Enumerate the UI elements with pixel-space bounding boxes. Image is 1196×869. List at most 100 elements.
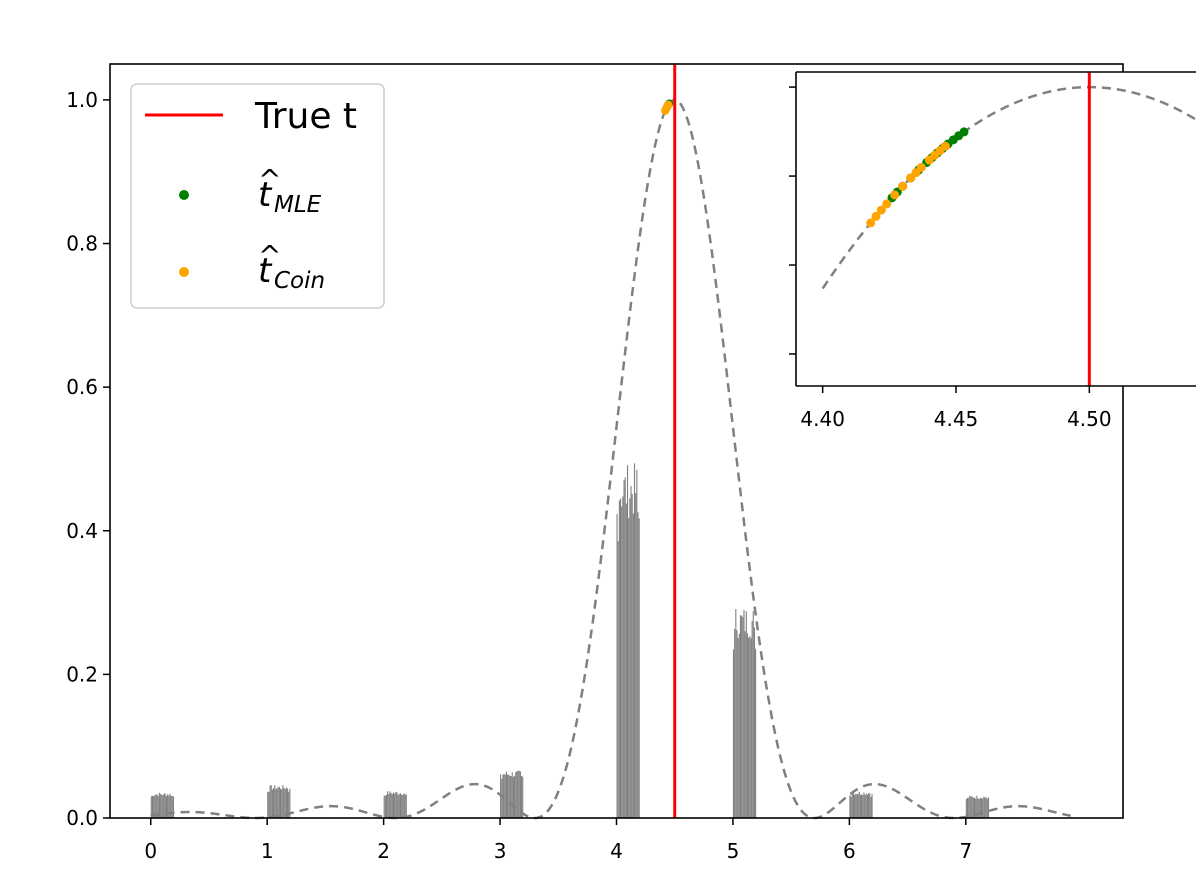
histogram-bar [289,788,291,818]
histogram-bar [153,795,155,818]
histogram-bar [282,785,284,818]
inset-coin-point [898,181,908,191]
histogram-bar [866,794,868,818]
histogram-bar [752,611,754,818]
legend-mle-base: t [258,175,273,215]
inset-coin-point [876,205,886,215]
histogram-bar [623,480,625,818]
x-tick-label: 0 [144,839,157,863]
histogram-bar [401,794,403,818]
histogram-bar [975,798,977,818]
histogram-bar [625,503,627,818]
histogram-bar [171,796,173,818]
histogram-bar [969,795,971,818]
histogram-bar [383,795,385,818]
histogram-bar [745,611,747,818]
x-tick-label: 3 [494,839,507,863]
histogram-bar [279,788,282,818]
histogram-bar [160,794,162,818]
histogram-bar [978,798,980,818]
histogram-bar [519,771,521,818]
legend-coin-hat: ^ [258,239,281,272]
x-tick-label: 1 [261,839,274,863]
y-axis-ticks: 0.0 0.2 0.4 0.6 0.8 1.0 [66,88,110,830]
histogram-bar [849,795,851,818]
inset-axes: 4.40 4.45 4.50 [789,71,1196,431]
legend-mle-label: t ^ MLE [258,163,322,218]
histogram-bar [154,795,156,818]
histogram-bar [750,638,752,818]
histogram-bar [617,541,619,818]
histogram-bar [636,469,638,818]
x-tick-label: 4 [610,839,623,863]
x-tick-label: 2 [377,839,390,863]
y-tick-label: 0.2 [66,662,98,686]
histogram-bar [871,794,873,818]
histogram-bar [971,796,973,818]
histogram-bar [864,794,866,818]
histogram-bar [863,792,865,818]
histogram-bar [638,518,640,818]
histogram-bar [518,770,520,818]
histogram-bar [156,794,158,818]
histogram-bar [735,609,737,818]
histogram-bar [987,797,990,818]
histogram-bar [277,787,279,818]
histogram-bar [748,637,750,818]
y-tick-label: 0.8 [66,232,98,256]
legend-coin-base: t [258,251,273,291]
histogram-bar [968,797,970,818]
histogram-bar [392,792,395,818]
histogram-bar [399,793,402,818]
histogram-bar [522,776,524,818]
histogram-bar [736,630,738,818]
histogram-bar [387,791,389,818]
histogram-bar [391,794,393,818]
inset-x-tick-label: 4.40 [800,407,845,431]
histogram-bar [267,791,269,818]
histogram-bar [167,794,169,818]
histogram-bar [850,796,852,818]
histogram-bar [509,775,511,818]
y-tick-label: 0.4 [66,519,98,543]
x-tick-label: 7 [959,839,972,863]
histogram-bar [388,794,390,818]
inset-coin-point [940,141,950,151]
histogram-bar [161,794,163,818]
histogram-bar [983,796,985,818]
x-tick-label: 5 [727,839,740,863]
histogram-bar [394,793,396,818]
histogram-bar [749,636,751,818]
histogram-bar [395,791,397,818]
histogram-bar [626,465,629,818]
histogram-bar [977,798,979,818]
histogram-bar [285,787,287,818]
histogram-bar [165,796,167,818]
inset-estimate-points [866,127,969,228]
histogram-bars [150,463,990,818]
histogram-bar [273,787,275,818]
legend-mle-sub: MLE [274,192,322,218]
histogram-bar [870,796,872,818]
histogram-bar [170,795,172,818]
legend-true-t-label: True t [254,96,357,137]
histogram-bar [389,791,391,818]
histogram-bar [868,793,870,818]
histogram-bar [631,493,633,818]
histogram-bar [622,496,624,818]
inset-background [796,72,1196,386]
histogram-bar [164,793,166,818]
histogram-bar [283,787,285,818]
histogram-bar [633,463,636,818]
legend-coin-label: t ^ Coin [258,239,325,294]
histogram-bar [618,500,620,818]
histogram-bar [515,772,517,818]
histogram-bar [275,789,277,818]
legend-box [130,83,385,309]
histogram-bar [504,774,506,818]
histogram-bar [616,514,618,818]
histogram-bar [865,793,867,818]
histogram-bar [973,797,976,818]
histogram-bar [396,792,398,818]
histogram-bar [753,627,756,818]
